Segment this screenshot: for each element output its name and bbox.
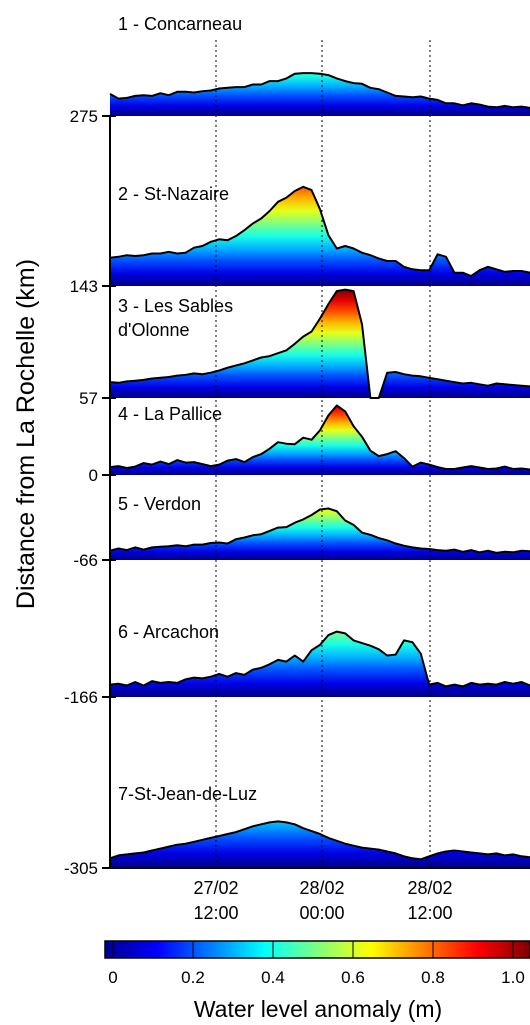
x-tick-time: 12:00 <box>193 903 238 923</box>
water-level-line <box>109 507 530 554</box>
water-level-line <box>109 404 530 471</box>
station-label: 7-St-Jean-de-Luz <box>118 784 257 804</box>
water-level-line <box>109 820 530 861</box>
x-tick-date: 27/02 <box>193 878 238 898</box>
water-level-line <box>109 185 530 277</box>
colorbar-tick-label: 0.8 <box>421 968 445 987</box>
station-label: 6 - Arcachon <box>118 622 219 642</box>
time-gridlines <box>215 40 431 868</box>
station-panel: 6 - Arcachon <box>109 622 530 697</box>
water-level-area <box>110 289 530 398</box>
water-level-area <box>110 821 530 868</box>
y-tick-label: -305 <box>64 859 98 878</box>
station-panel: 5 - Verdon <box>109 494 530 560</box>
colorbar-tick-label: 0.2 <box>181 968 205 987</box>
water-level-line <box>109 630 530 688</box>
y-tick-label: 0 <box>89 466 98 485</box>
station-panel: 2 - St-Nazaire <box>109 184 530 286</box>
colorbar-tick-label: 0 <box>108 968 117 987</box>
x-tick-time: 00:00 <box>299 903 344 923</box>
water-level-line <box>109 72 530 109</box>
colorbar-scale <box>104 940 530 959</box>
water-level-area <box>110 73 530 116</box>
water-level-area <box>110 186 530 286</box>
y-axis: 275 143 57 0 -66 -166 -305 <box>64 107 116 878</box>
y-axis-label: Distance from La Rochelle (km) <box>12 259 40 609</box>
station-panel: 3 - Les Sables d'Olonne <box>109 288 530 399</box>
station-label: 5 - Verdon <box>118 494 201 514</box>
station-panel: 1 - Concarneau <box>109 14 530 116</box>
colorbar-tick-label: 0.4 <box>261 968 285 987</box>
water-level-area <box>110 631 530 697</box>
station-label: 4 - La Pallice <box>118 404 222 424</box>
station-label: 2 - St-Nazaire <box>118 184 229 204</box>
y-tick-label: 143 <box>70 277 98 296</box>
y-tick-label: 57 <box>79 389 98 408</box>
y-tick-label: 275 <box>70 107 98 126</box>
station-panel: 4 - La Pallice <box>109 404 530 475</box>
x-axis: 27/02 12:00 28/02 00:00 28/02 12:00 <box>110 867 530 923</box>
station-label: 3 - Les Sables d'Olonne <box>118 296 233 340</box>
x-tick-date: 28/02 <box>407 878 452 898</box>
water-level-line <box>109 288 530 399</box>
x-tick-time: 12:00 <box>407 903 452 923</box>
station-panels: 1 - Concarneau 2 - St-Nazaire 3 - Les Sabl… <box>109 14 530 868</box>
water-level-area <box>110 405 530 475</box>
colorbar-tick-label: 0.6 <box>341 968 365 987</box>
water-level-area <box>110 508 530 560</box>
colorbar-label: Water level anomaly (m) <box>194 996 442 1022</box>
y-tick-label: -166 <box>64 688 98 707</box>
station-label: 1 - Concarneau <box>118 14 242 34</box>
colorbar-tick-label: 1.0 <box>501 968 525 987</box>
station-panel: 7-St-Jean-de-Luz <box>109 784 530 868</box>
colorbar: 00.20.40.60.81.01.21.4Water level anomal… <box>104 940 530 1022</box>
x-tick-date: 28/02 <box>299 878 344 898</box>
y-tick-label: -66 <box>73 551 98 570</box>
